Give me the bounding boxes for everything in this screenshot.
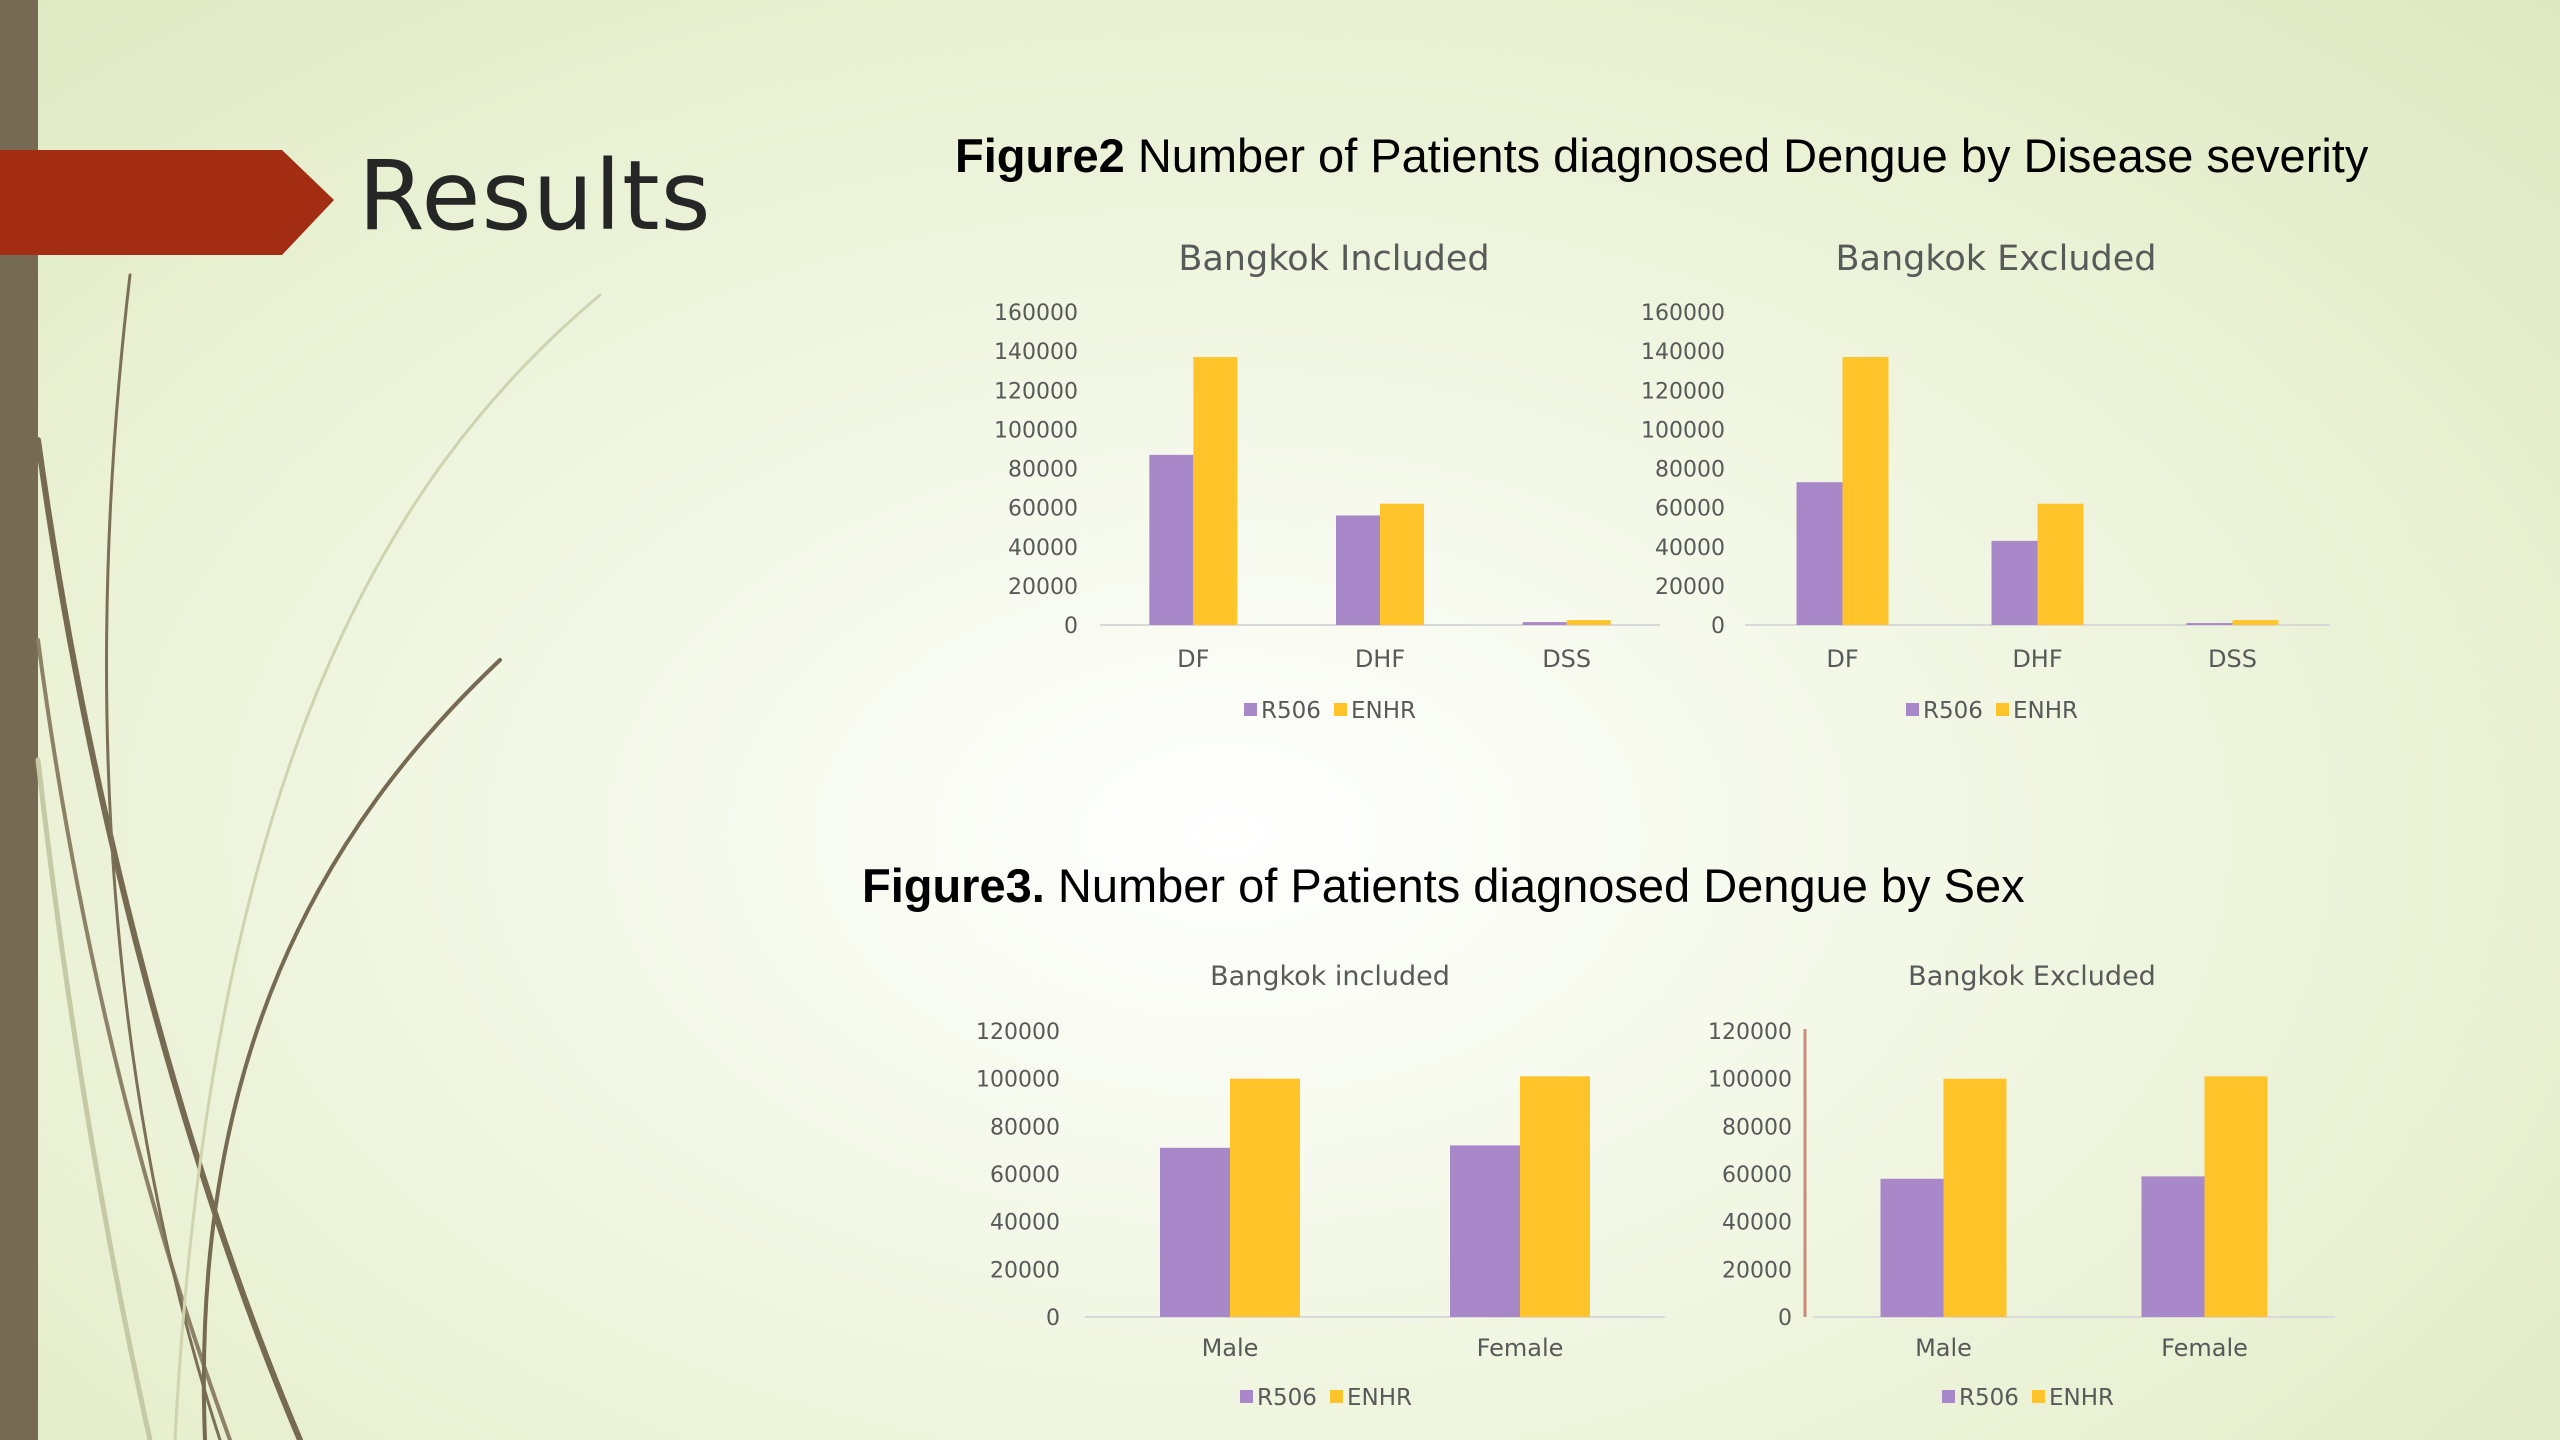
y-tick-label: 60000 [990, 1163, 1060, 1188]
bar-r506-dss [1522, 622, 1567, 625]
decorative-curves [35, 273, 602, 1440]
category-label: Male [1915, 1334, 1972, 1362]
y-tick-label: 120000 [1708, 1020, 1792, 1045]
legend-label-r506: R506 [1959, 1385, 2019, 1411]
y-tick-label: 60000 [1722, 1163, 1792, 1188]
bar-r506-male [1880, 1178, 1944, 1317]
bar-r506-female [2141, 1176, 2205, 1317]
legend-label-enhr: ENHR [2013, 698, 2078, 724]
chart-title: Bangkok Excluded [1908, 961, 2156, 992]
y-tick-label: 40000 [1655, 536, 1725, 561]
bar-enhr-male [1943, 1078, 2007, 1317]
y-tick-label: 0 [1778, 1306, 1792, 1331]
bar-r506-dhf [1991, 540, 2038, 625]
slide-title: Results [358, 140, 712, 252]
bar-enhr-df [1842, 356, 1889, 625]
bar-enhr-male [1230, 1078, 1300, 1317]
y-tick-label: 100000 [1641, 418, 1725, 443]
bar-r506-female [1450, 1145, 1520, 1317]
bar-r506-male [1160, 1147, 1230, 1317]
figure3-caption: Figure3. Number of Patients diagnosed De… [862, 858, 2025, 913]
y-tick-label: 140000 [1641, 340, 1725, 365]
category-label: DSS [1542, 645, 1591, 673]
legend-swatch-r506 [1942, 1390, 1955, 1403]
bar-enhr-dss [2232, 620, 2279, 625]
legend-swatch-enhr [2032, 1390, 2045, 1403]
y-tick-label: 80000 [1008, 458, 1078, 483]
figure3-label: Figure3. [862, 859, 1045, 912]
bar-r506-dhf [1336, 515, 1380, 625]
y-tick-label: 0 [1711, 614, 1725, 639]
chart-title: Bangkok Included [1178, 239, 1489, 279]
bar-enhr-df [1193, 356, 1238, 625]
legend-label-enhr: ENHR [2049, 1385, 2114, 1411]
figure2-caption: Figure2 Number of Patients diagnosed Den… [955, 128, 2368, 183]
legend-swatch-enhr [1334, 703, 1347, 716]
legend-swatch-enhr [1330, 1390, 1343, 1403]
legend-label-r506: R506 [1261, 698, 1321, 724]
y-tick-label: 100000 [994, 418, 1078, 443]
bar-enhr-female [1520, 1076, 1590, 1317]
legend-label-enhr: ENHR [1347, 1385, 1412, 1411]
category-label: Female [1477, 1334, 1564, 1362]
bar-r506-df [1796, 482, 1843, 625]
y-tick-label: 140000 [994, 340, 1078, 365]
y-tick-label: 20000 [1008, 575, 1078, 600]
chart-title: Bangkok included [1210, 961, 1450, 992]
category-label: DF [1177, 645, 1209, 673]
y-tick-label: 80000 [990, 1115, 1060, 1140]
y-tick-label: 20000 [1655, 575, 1725, 600]
chart-severity-bangkok-included: Bangkok Included 0 20000 40000 60000 80000 100… [994, 239, 1660, 724]
category-label: DSS [2208, 645, 2257, 673]
y-tick-label: 80000 [1655, 458, 1725, 483]
y-tick-label: 80000 [1722, 1115, 1792, 1140]
chart-severity-bangkok-excluded: Bangkok Excluded 0 20000 40000 60000 80000 100… [1641, 239, 2330, 724]
y-tick-label: 20000 [990, 1258, 1060, 1283]
legend-label-r506: R506 [1923, 698, 1983, 724]
category-label: DF [1826, 645, 1858, 673]
legend-label-r506: R506 [1257, 1385, 1317, 1411]
y-tick-label: 100000 [976, 1068, 1060, 1093]
y-tick-label: 0 [1064, 614, 1078, 639]
legend-swatch-r506 [1244, 703, 1257, 716]
legend-label-enhr: ENHR [1351, 698, 1416, 724]
chart-sex-bangkok-included: Bangkok included 0 20000 40000 60000 80000 100… [976, 961, 1665, 1411]
chart-sex-bangkok-excluded: Bangkok Excluded 0 20000 40000 60000 80000 100… [1708, 961, 2335, 1411]
category-label: DHF [2012, 645, 2062, 673]
legend-swatch-enhr [1996, 703, 2009, 716]
y-tick-label: 40000 [990, 1211, 1060, 1236]
figure2-text: Number of Patients diagnosed Dengue by D… [1137, 129, 2369, 182]
y-tick-label: 0 [1046, 1306, 1060, 1331]
bar-enhr-dhf [2037, 503, 2084, 625]
bar-enhr-female [2204, 1076, 2268, 1317]
y-tick-label: 60000 [1008, 497, 1078, 522]
bar-r506-df [1149, 454, 1194, 625]
figure2-label: Figure2 [955, 129, 1125, 182]
bar-r506-dss [2186, 623, 2233, 625]
legend-swatch-r506 [1906, 703, 1919, 716]
category-label: Female [2161, 1334, 2248, 1362]
figure3-text: Number of Patients diagnosed Dengue by S… [1057, 859, 2025, 912]
legend-swatch-r506 [1240, 1390, 1253, 1403]
y-tick-label: 40000 [1722, 1211, 1792, 1236]
category-label: DHF [1355, 645, 1405, 673]
y-tick-label: 120000 [1641, 379, 1725, 404]
chart-title: Bangkok Excluded [1835, 239, 2156, 279]
category-label: Male [1202, 1334, 1259, 1362]
y-tick-label: 120000 [976, 1020, 1060, 1045]
bar-enhr-dss [1566, 620, 1611, 625]
y-tick-label: 100000 [1708, 1068, 1792, 1093]
y-tick-label: 120000 [994, 379, 1078, 404]
y-tick-label: 60000 [1655, 497, 1725, 522]
y-tick-label: 160000 [994, 301, 1078, 326]
y-tick-label: 20000 [1722, 1258, 1792, 1283]
title-arrow [0, 150, 334, 255]
y-tick-label: 160000 [1641, 301, 1725, 326]
bar-enhr-dhf [1380, 503, 1424, 625]
y-tick-label: 40000 [1008, 536, 1078, 561]
